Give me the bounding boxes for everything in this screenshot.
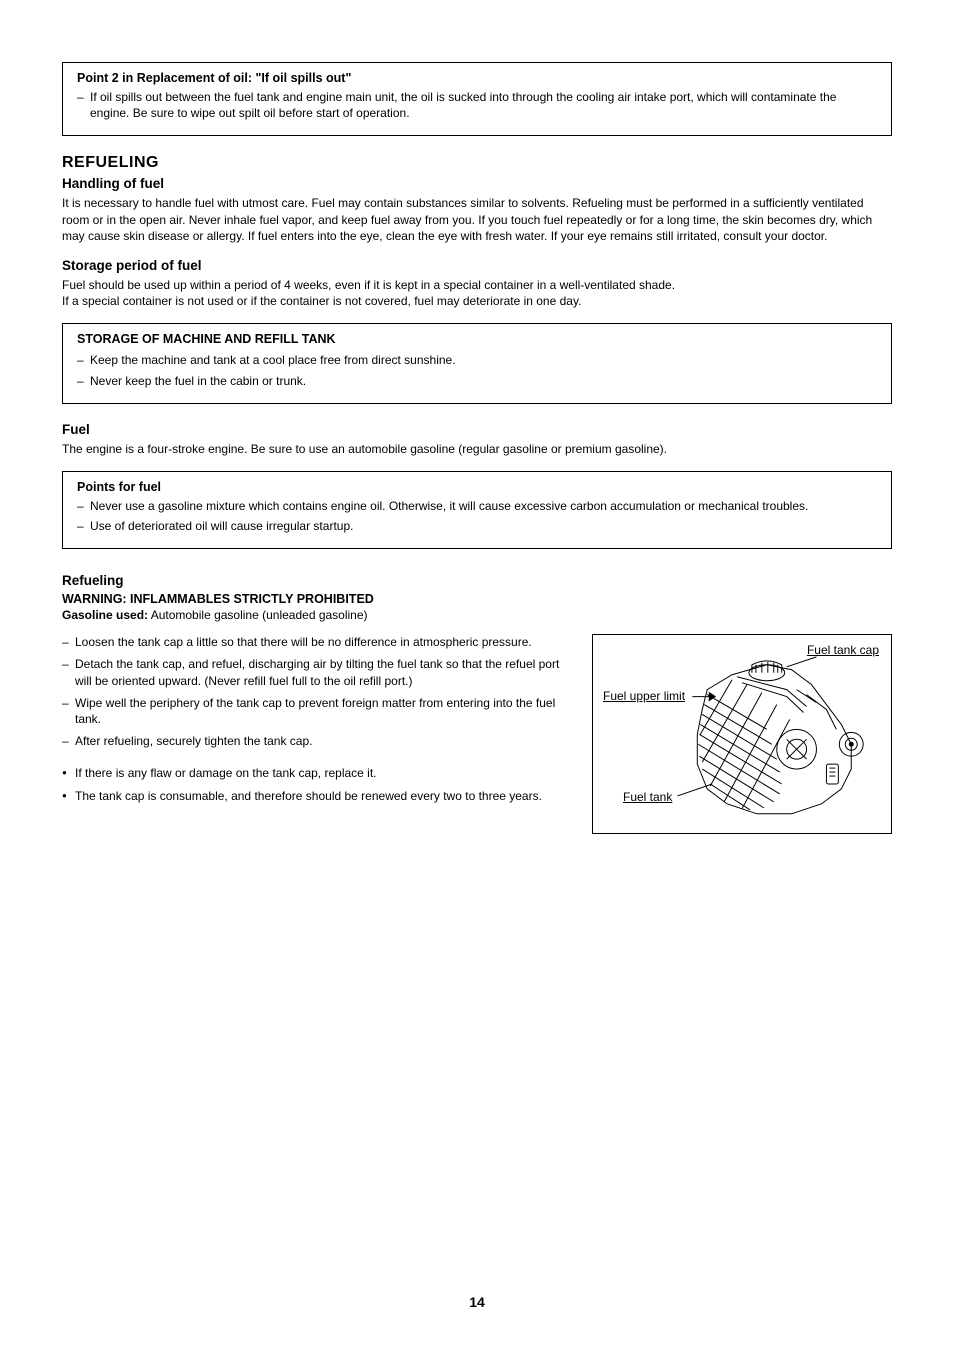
info-box-points-fuel: Points for fuel Never use a gasoline mix…: [62, 471, 892, 549]
box-title: STORAGE OF MACHINE AND REFILL TANK: [77, 332, 877, 346]
list-item: Wipe well the periphery of the tank cap …: [62, 695, 572, 727]
fuel-tank-diagram: Fuel tank cap Fuel upper limit Fuel tank: [592, 634, 892, 834]
list-item: Never keep the fuel in the cabin or trun…: [77, 373, 877, 389]
engine-tank-illustration: [593, 635, 891, 834]
subsection-fuel: Fuel: [62, 422, 892, 437]
warning-text: WARNING: INFLAMMABLES STRICTLY PROHIBITE…: [62, 592, 892, 606]
page-number: 14: [0, 1294, 954, 1310]
box-title: Point 2 in Replacement of oil: "If oil s…: [77, 71, 877, 85]
paragraph: It is necessary to handle fuel with utmo…: [62, 195, 892, 244]
subsection-storage-period: Storage period of fuel: [62, 258, 892, 273]
list-item: If oil spills out between the fuel tank …: [77, 89, 877, 121]
paragraph: The engine is a four-stroke engine. Be s…: [62, 441, 892, 457]
text-line: Fuel should be used up within a period o…: [62, 278, 675, 292]
list-item: The tank cap is consumable, and therefor…: [62, 788, 572, 804]
list-item: Detach the tank cap, and refuel, dischar…: [62, 656, 572, 688]
diagram-column: Fuel tank cap Fuel upper limit Fuel tank: [592, 634, 892, 834]
list-item: Keep the machine and tank at a cool plac…: [77, 352, 877, 368]
label: Gasoline used:: [62, 608, 148, 622]
gasoline-used-line: Gasoline used: Automobile gasoline (unle…: [62, 608, 892, 622]
list-item: Use of deteriorated oil will cause irreg…: [77, 518, 877, 534]
section-heading-refueling: REFUELING: [62, 154, 892, 172]
text-line: If a special container is not used or if…: [62, 294, 581, 308]
list-item: Never use a gasoline mixture which conta…: [77, 498, 877, 514]
paragraph: Fuel should be used up within a period o…: [62, 277, 892, 309]
list-item: If there is any flaw or damage on the ta…: [62, 765, 572, 781]
value: Automobile gasoline (unleaded gasoline): [148, 608, 368, 622]
instructions-column: Loosen the tank cap a little so that the…: [62, 634, 572, 834]
box-title: Points for fuel: [77, 480, 877, 494]
info-box-storage: STORAGE OF MACHINE AND REFILL TANK Keep …: [62, 323, 892, 403]
subsection-handling-fuel: Handling of fuel: [62, 176, 892, 191]
list-item: Loosen the tank cap a little so that the…: [62, 634, 572, 650]
list-item: After refueling, securely tighten the ta…: [62, 733, 572, 749]
subsection-refueling: Refueling: [62, 573, 892, 588]
info-box-oil-spills: Point 2 in Replacement of oil: "If oil s…: [62, 62, 892, 136]
